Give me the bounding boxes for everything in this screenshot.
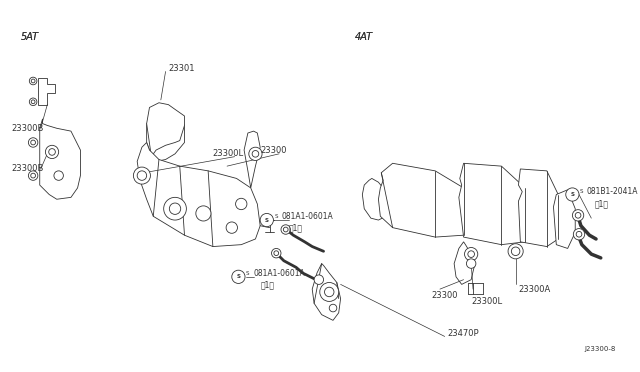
Circle shape — [249, 147, 262, 160]
Circle shape — [252, 151, 259, 157]
Polygon shape — [40, 119, 81, 199]
Circle shape — [576, 231, 582, 237]
Text: J23300-8: J23300-8 — [585, 346, 616, 352]
Text: 23300: 23300 — [260, 145, 287, 154]
Text: 4AT: 4AT — [355, 32, 373, 42]
Circle shape — [324, 287, 334, 297]
Text: 081B1-2041A: 081B1-2041A — [587, 187, 638, 196]
Text: （1）: （1） — [594, 199, 608, 208]
Polygon shape — [378, 163, 465, 237]
Text: S: S — [246, 270, 250, 276]
Text: 081A1-0601A: 081A1-0601A — [253, 269, 305, 278]
Circle shape — [573, 228, 585, 240]
Text: S: S — [236, 274, 241, 279]
Text: 23300B: 23300B — [12, 124, 44, 133]
Circle shape — [260, 214, 273, 227]
Circle shape — [329, 304, 337, 312]
Circle shape — [226, 222, 237, 233]
Text: S: S — [580, 189, 584, 194]
Polygon shape — [554, 190, 575, 248]
Circle shape — [164, 198, 186, 220]
Polygon shape — [244, 131, 260, 188]
Circle shape — [511, 247, 520, 256]
Circle shape — [49, 149, 55, 155]
Polygon shape — [459, 163, 527, 245]
Circle shape — [31, 173, 35, 178]
Circle shape — [284, 227, 288, 232]
Circle shape — [28, 171, 38, 180]
Text: 5AT: 5AT — [21, 32, 39, 42]
Circle shape — [271, 248, 281, 258]
Circle shape — [29, 98, 37, 106]
Polygon shape — [147, 103, 184, 157]
Text: 23470P: 23470P — [447, 329, 479, 338]
Circle shape — [467, 259, 476, 268]
Circle shape — [575, 212, 581, 218]
Polygon shape — [312, 264, 340, 320]
Text: 081A1-0601A: 081A1-0601A — [282, 212, 333, 221]
Text: 23300L: 23300L — [471, 297, 502, 306]
Circle shape — [29, 77, 37, 85]
Text: （1）: （1） — [260, 280, 274, 289]
Text: 23300L: 23300L — [213, 149, 244, 158]
Text: S: S — [275, 214, 278, 219]
Circle shape — [274, 251, 278, 256]
Text: 23301: 23301 — [168, 64, 195, 73]
Text: S: S — [265, 218, 269, 222]
Text: S: S — [570, 192, 574, 197]
Polygon shape — [362, 179, 388, 220]
Polygon shape — [137, 142, 260, 247]
Text: 5AT: 5AT — [21, 32, 39, 42]
Circle shape — [572, 210, 584, 221]
Polygon shape — [518, 169, 560, 247]
Circle shape — [137, 171, 147, 180]
Circle shape — [133, 167, 150, 184]
Text: （1）: （1） — [289, 223, 303, 232]
Polygon shape — [147, 112, 184, 161]
Polygon shape — [38, 78, 55, 105]
Circle shape — [232, 270, 245, 283]
Circle shape — [465, 247, 478, 261]
Circle shape — [31, 140, 35, 145]
Text: 23300B: 23300B — [12, 164, 44, 173]
Circle shape — [31, 79, 35, 83]
Circle shape — [236, 198, 247, 210]
Circle shape — [196, 206, 211, 221]
Circle shape — [566, 188, 579, 201]
Circle shape — [314, 275, 324, 284]
Circle shape — [54, 171, 63, 180]
Text: 4AT: 4AT — [355, 32, 373, 42]
Text: 23300A: 23300A — [518, 285, 550, 294]
Text: 23300: 23300 — [431, 291, 458, 300]
Circle shape — [31, 100, 35, 104]
Circle shape — [28, 138, 38, 147]
Circle shape — [320, 282, 339, 301]
Circle shape — [281, 225, 291, 234]
Circle shape — [170, 203, 180, 214]
Polygon shape — [454, 242, 475, 284]
Circle shape — [508, 244, 523, 259]
Circle shape — [45, 145, 59, 158]
Circle shape — [468, 251, 474, 257]
